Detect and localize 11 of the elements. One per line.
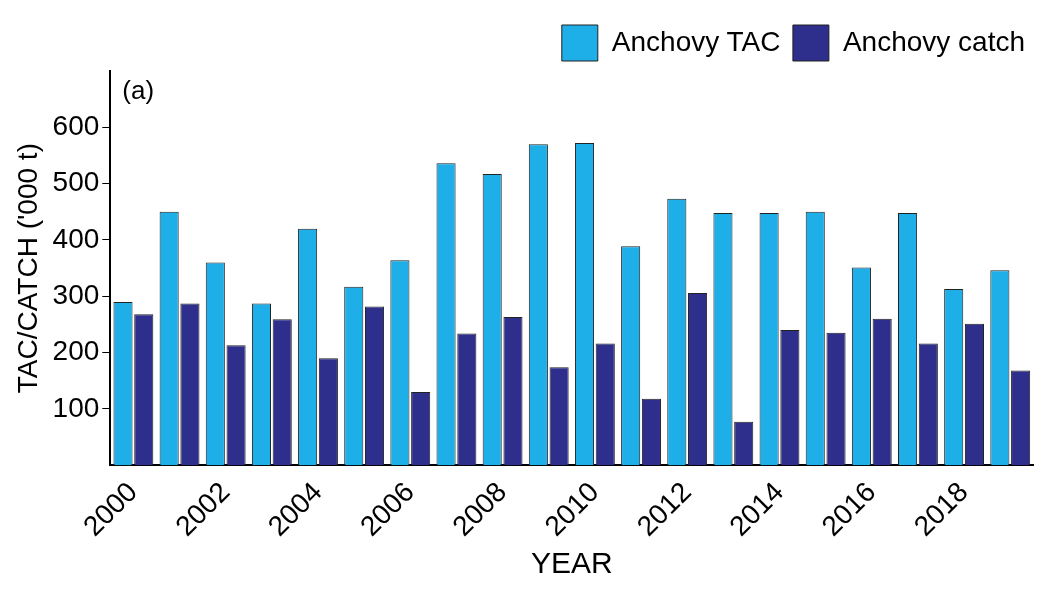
legend-label: Anchovy catch [842,25,1026,57]
annotation: (a) [122,75,155,106]
y-tick-label: 100 [52,391,100,423]
y-tick-label: 200 [52,335,100,367]
y-tick-label: 600 [52,110,100,142]
y-axis-title: TAC/CATCH ('000 t) [11,143,43,394]
legend-label: Anchovy TAC [611,25,781,57]
y-tick-label: 500 [52,166,100,198]
y-tick-label: 300 [52,278,100,310]
x-axis-title: YEAR [530,546,613,580]
y-tick-label: 400 [52,222,100,254]
